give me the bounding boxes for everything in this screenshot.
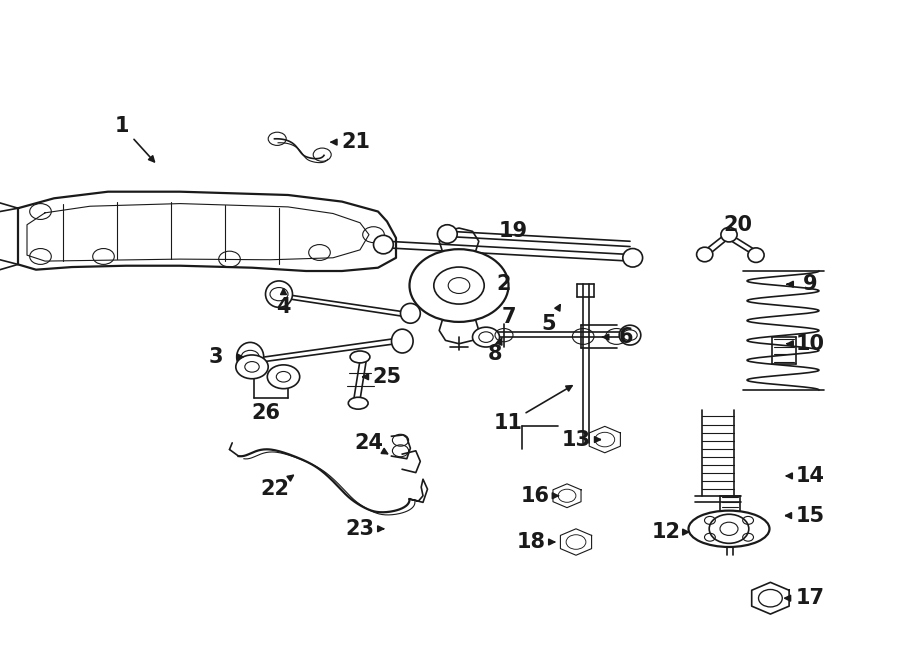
Circle shape <box>236 355 268 379</box>
Text: 24: 24 <box>355 433 383 453</box>
Text: 7: 7 <box>501 307 516 327</box>
Text: 14: 14 <box>796 466 824 486</box>
Ellipse shape <box>348 397 368 409</box>
Text: 13: 13 <box>562 430 590 449</box>
Text: 12: 12 <box>652 522 680 542</box>
Ellipse shape <box>437 225 457 243</box>
Text: 18: 18 <box>517 532 545 552</box>
Ellipse shape <box>748 248 764 262</box>
Text: 1: 1 <box>114 116 129 136</box>
Text: 4: 4 <box>276 297 291 317</box>
Ellipse shape <box>392 329 413 353</box>
Text: 25: 25 <box>373 367 401 387</box>
Ellipse shape <box>266 281 292 307</box>
Text: 22: 22 <box>260 479 289 499</box>
Ellipse shape <box>374 235 393 254</box>
Circle shape <box>709 514 749 543</box>
Circle shape <box>434 267 484 304</box>
Text: 23: 23 <box>346 519 374 539</box>
Ellipse shape <box>400 303 420 323</box>
Text: 17: 17 <box>796 588 824 608</box>
Text: 5: 5 <box>542 314 556 334</box>
Text: 11: 11 <box>494 413 523 433</box>
Ellipse shape <box>688 510 770 547</box>
Text: 3: 3 <box>209 347 223 367</box>
Text: 9: 9 <box>803 274 817 294</box>
Circle shape <box>410 249 508 322</box>
Ellipse shape <box>350 351 370 363</box>
Text: 20: 20 <box>724 215 752 235</box>
Ellipse shape <box>619 325 641 345</box>
Ellipse shape <box>623 249 643 267</box>
Text: 21: 21 <box>341 132 370 152</box>
Text: 6: 6 <box>618 327 633 347</box>
Text: 15: 15 <box>796 506 824 525</box>
Text: 10: 10 <box>796 334 824 354</box>
Ellipse shape <box>721 227 737 242</box>
Ellipse shape <box>237 342 264 371</box>
Text: 26: 26 <box>251 403 280 423</box>
Text: 8: 8 <box>488 344 502 364</box>
Circle shape <box>267 365 300 389</box>
Ellipse shape <box>472 327 500 347</box>
Text: 19: 19 <box>499 221 527 241</box>
Ellipse shape <box>697 247 713 262</box>
Text: 16: 16 <box>521 486 550 506</box>
Text: 2: 2 <box>497 274 511 294</box>
